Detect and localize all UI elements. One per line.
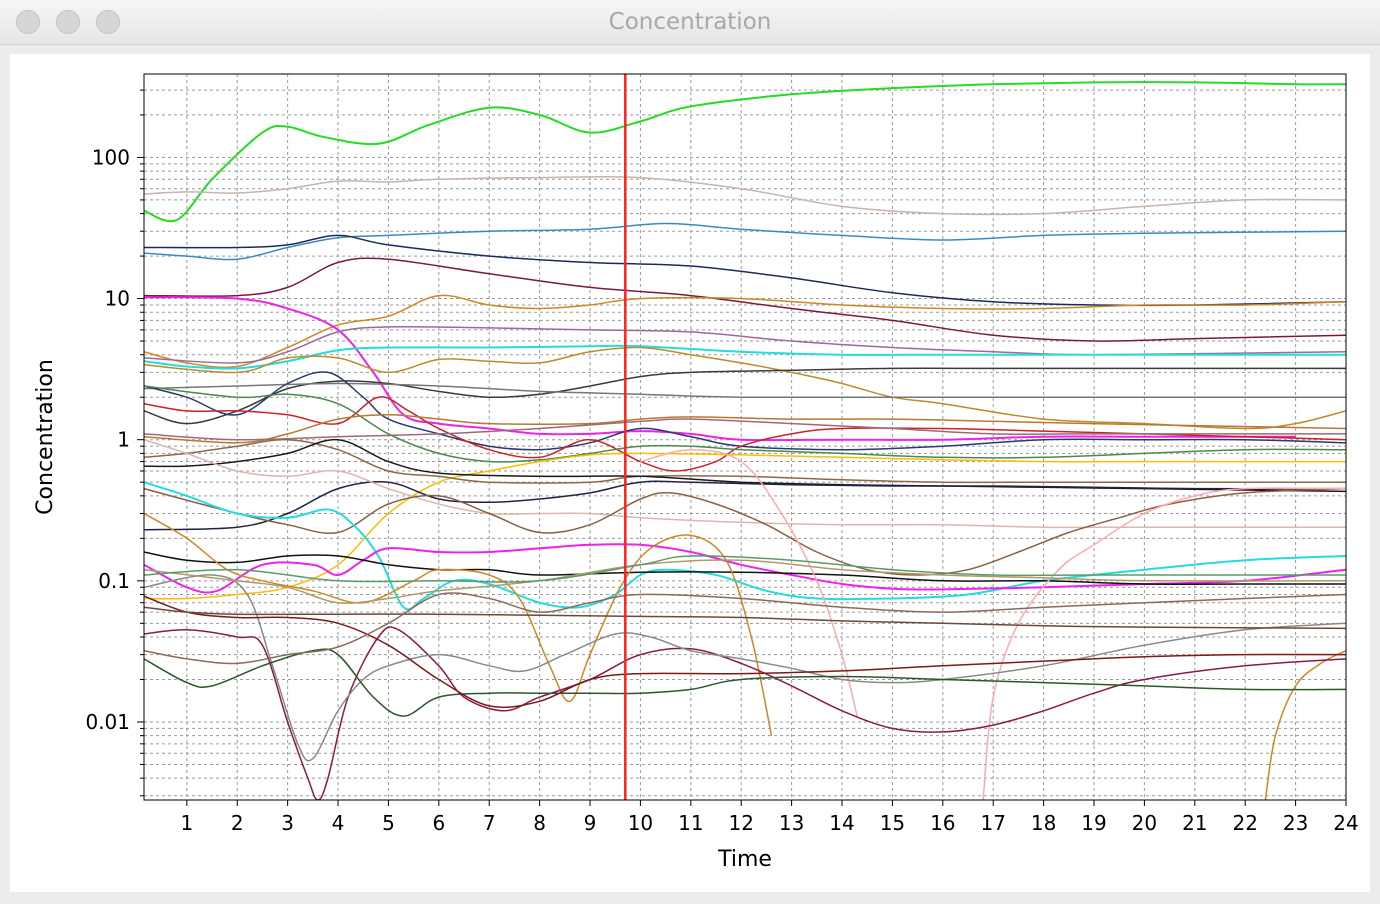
series-line-16 bbox=[144, 414, 1346, 444]
y-tick-label: 0.01 bbox=[85, 710, 130, 734]
series-line-19 bbox=[144, 438, 1346, 484]
x-tick-label: 21 bbox=[1182, 811, 1207, 835]
x-tick-label: 14 bbox=[829, 811, 854, 835]
minimize-window-button[interactable] bbox=[56, 10, 80, 34]
series-line-33 bbox=[144, 648, 1346, 717]
series-line-9 bbox=[144, 344, 1346, 370]
series-line-14 bbox=[144, 396, 1346, 472]
y-tick-label: 0.1 bbox=[98, 569, 130, 593]
plot-frame bbox=[143, 73, 1347, 801]
series-line-5 bbox=[144, 257, 1346, 342]
series-line-10 bbox=[144, 346, 1346, 430]
series-line-30 bbox=[982, 487, 1346, 800]
x-tick-label: 22 bbox=[1232, 811, 1257, 835]
x-tick-label: 11 bbox=[678, 811, 703, 835]
x-tick-label: 5 bbox=[382, 811, 395, 835]
series-line-15 bbox=[144, 385, 1346, 463]
x-tick-label: 16 bbox=[930, 811, 955, 835]
close-window-button[interactable] bbox=[16, 10, 40, 34]
x-tick-label: 19 bbox=[1081, 811, 1106, 835]
x-tick-label: 23 bbox=[1283, 811, 1308, 835]
x-tick-label: 9 bbox=[584, 811, 597, 835]
series-line-26 bbox=[144, 551, 1346, 585]
x-axis: 1 2 3 4 5 6 7 8 9 10 11 12 13 14 15 16 17 18 19 20 21 22 23 24 bbox=[180, 800, 1359, 835]
x-tick-label: 15 bbox=[880, 811, 905, 835]
x-tick-label: 13 bbox=[779, 811, 804, 835]
series-line-22 bbox=[144, 438, 1346, 529]
x-tick-label: 20 bbox=[1132, 811, 1157, 835]
x-tick-label: 6 bbox=[432, 811, 445, 835]
series-line-32 bbox=[144, 574, 1346, 762]
series-line-4 bbox=[144, 234, 1346, 307]
x-axis-label: Time bbox=[717, 847, 772, 872]
series-line-37 bbox=[144, 559, 1346, 604]
x-tick-label: 3 bbox=[281, 811, 294, 835]
series-group bbox=[144, 81, 1346, 800]
title-bar: Concentration bbox=[0, 0, 1380, 45]
series-line-34 bbox=[144, 595, 1346, 709]
y-tick-label: 10 bbox=[105, 287, 130, 311]
series-line-31 bbox=[144, 626, 1346, 800]
series-line-38 bbox=[144, 555, 1346, 583]
series-line-3 bbox=[144, 222, 1346, 261]
series-line-27 bbox=[144, 512, 773, 736]
zoom-window-button[interactable] bbox=[96, 10, 120, 34]
y-axis-label: Concentration bbox=[33, 359, 58, 515]
x-tick-label: 10 bbox=[628, 811, 653, 835]
chart-panel: 1 2 3 4 5 6 7 8 9 10 11 12 13 14 15 16 17 18 19 20 21 22 23 24 … bbox=[10, 54, 1370, 892]
x-tick-label: 4 bbox=[332, 811, 345, 835]
window-title: Concentration bbox=[608, 9, 772, 35]
x-tick-label: 18 bbox=[1031, 811, 1056, 835]
series-line-6 bbox=[144, 294, 1346, 369]
series-line-12 bbox=[144, 382, 1346, 399]
x-tick-label: 8 bbox=[533, 811, 546, 835]
x-tick-label: 12 bbox=[728, 811, 753, 835]
series-line-1 bbox=[144, 81, 1346, 223]
series-line-8 bbox=[144, 325, 1346, 364]
x-tick-label: 7 bbox=[483, 811, 496, 835]
series-line-28 bbox=[1264, 650, 1346, 800]
series-line-24 bbox=[144, 481, 1346, 611]
series-line-35 bbox=[144, 606, 1346, 630]
x-tick-label: 2 bbox=[231, 811, 244, 835]
x-tick-label: 17 bbox=[980, 811, 1005, 835]
series-line-17 bbox=[144, 418, 1346, 441]
series-line-18 bbox=[144, 452, 1346, 600]
series-line-2 bbox=[144, 175, 1346, 216]
series-line-36 bbox=[144, 592, 1346, 665]
y-tick-label: 1 bbox=[117, 428, 130, 452]
series-line-13 bbox=[144, 371, 1346, 451]
series-line-11 bbox=[144, 367, 1346, 425]
concentration-chart[interactable]: 1 2 3 4 5 6 7 8 9 10 11 12 13 14 15 16 17 18 19 20 21 22 23 24 … bbox=[10, 54, 1370, 892]
series-line-21 bbox=[144, 480, 1346, 531]
y-axis: 0.01 0.1 1 10 100 bbox=[85, 89, 144, 797]
series-line-23 bbox=[144, 487, 1346, 576]
x-tick-label: 1 bbox=[180, 811, 193, 835]
y-tick-label: 100 bbox=[92, 145, 130, 169]
series-line-29 bbox=[640, 448, 858, 717]
x-tick-label: 24 bbox=[1333, 811, 1358, 835]
